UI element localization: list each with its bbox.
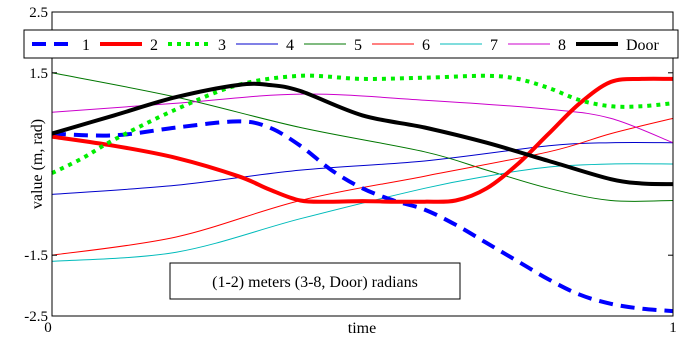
legend-label-2: 2 bbox=[150, 37, 158, 54]
series-layer bbox=[51, 72, 674, 314]
y-axis-label: value (m, rad) bbox=[29, 119, 46, 209]
legend-label-3: 3 bbox=[218, 37, 226, 54]
annotation: (1-2) meters (3-8, Door) radians bbox=[169, 262, 461, 300]
y-tick-label: 1.5 bbox=[29, 66, 48, 82]
legend-label-5: 5 bbox=[354, 37, 362, 54]
plot-frame bbox=[51, 11, 674, 317]
series-line-6 bbox=[51, 117, 674, 256]
legend-label-6: 6 bbox=[422, 37, 430, 54]
x-tick-label: 1 bbox=[669, 320, 677, 336]
y-tick-label: -1.5 bbox=[24, 248, 48, 264]
series-line-1 bbox=[51, 119, 674, 314]
legend-label-4: 4 bbox=[286, 37, 294, 54]
series-line-door bbox=[51, 81, 674, 187]
legend-label-door: Door bbox=[626, 37, 660, 54]
x-tick-label: 0 bbox=[44, 320, 52, 336]
x-axis-label: time bbox=[348, 320, 376, 337]
series-line-7 bbox=[51, 163, 674, 262]
y-tick-label: 2.5 bbox=[29, 5, 48, 21]
legend-label-8: 8 bbox=[558, 37, 566, 54]
series-line-2 bbox=[51, 76, 674, 204]
annotation-text: (1-2) meters (3-8, Door) radians bbox=[212, 274, 418, 291]
series-line-4 bbox=[51, 141, 674, 195]
legend: 1 2 3 4 5 6 7 8 Door bbox=[23, 29, 679, 59]
y-tick-label: -2.5 bbox=[24, 309, 48, 325]
annotation-box bbox=[169, 262, 461, 300]
legend-label-1: 1 bbox=[82, 37, 90, 54]
legend-label-7: 7 bbox=[490, 37, 498, 54]
series-line-8 bbox=[51, 93, 674, 144]
ticks-layer: 2.5 1.5 -1.5 -2.50 1 bbox=[24, 5, 677, 336]
